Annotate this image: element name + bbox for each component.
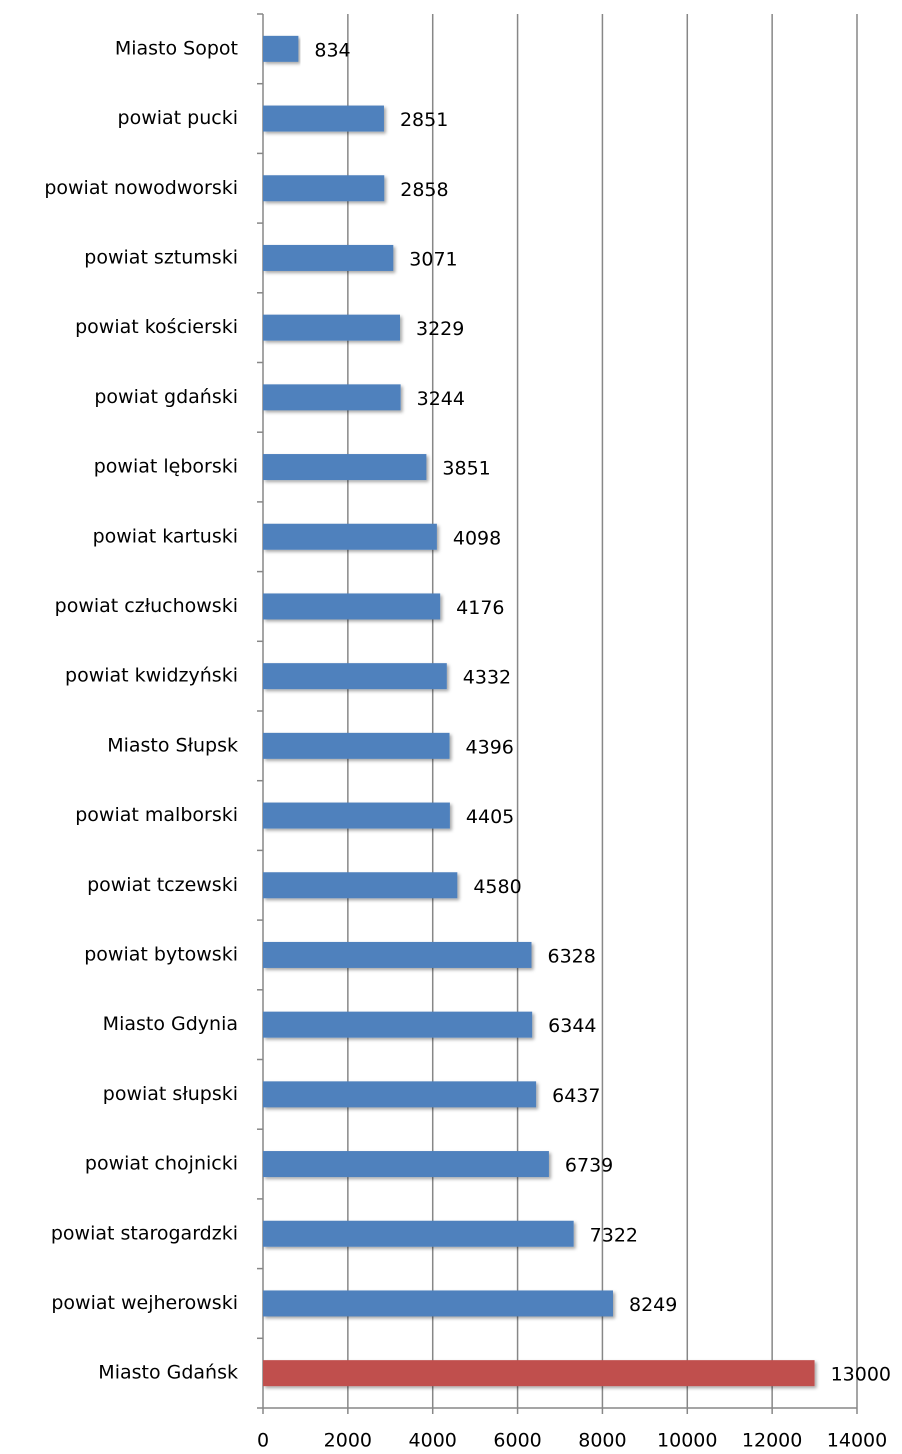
y-tick-label: powiat nowodworski [44,177,238,199]
y-tick-label: powiat starogardzki [51,1222,238,1244]
y-tick-label: Miasto Słupsk [107,734,238,756]
x-tick-label: 2000 [324,1430,372,1452]
data-label: 7322 [590,1224,638,1246]
bar [263,872,458,899]
data-label: 13000 [831,1364,891,1386]
data-label: 8249 [629,1294,677,1316]
y-tick-label: Miasto Gdynia [103,1013,238,1035]
y-tick-label: powiat kościerski [75,316,238,338]
x-tick-label: 14000 [827,1430,887,1452]
y-tick-label: powiat człuchowski [55,595,238,617]
bar [263,105,384,132]
data-label: 3851 [442,458,490,480]
bar [263,314,401,341]
data-label: 4405 [466,806,514,828]
data-label: 3244 [417,388,465,410]
bar [263,1290,613,1317]
y-tick-label: powiat malborski [75,804,238,826]
x-tick-label: 12000 [742,1430,802,1452]
bar [263,663,447,690]
bar [263,1081,537,1108]
x-tick-label: 10000 [657,1430,717,1452]
data-label: 6344 [548,1015,596,1037]
data-label: 3071 [409,248,457,270]
bar [263,35,299,62]
y-tick-label: powiat gdański [94,386,238,408]
data-label: 2858 [400,179,448,201]
data-label: 4176 [456,597,504,619]
data-label: 4396 [466,736,514,758]
y-tick-label: powiat bytowski [84,943,238,965]
data-label: 834 [314,39,350,61]
y-tick-label: powiat chojnicki [85,1153,238,1175]
data-label: 3229 [416,318,464,340]
y-tick-label: powiat słupski [103,1083,238,1105]
y-tick-label: powiat lęborski [94,456,238,478]
x-tick-label: 4000 [409,1430,457,1452]
bar [263,1360,815,1387]
bar [263,384,401,411]
y-tick-label: powiat wejherowski [51,1292,238,1314]
x-tick-label: 8000 [578,1430,626,1452]
bar [263,523,437,550]
y-tick-label: Miasto Sopot [115,37,238,59]
y-tick-label: Miasto Gdańsk [98,1362,238,1384]
data-label: 4580 [473,876,521,898]
data-label: 6328 [547,945,595,967]
bar [263,1011,533,1038]
bar [263,175,385,202]
data-label: 4332 [463,667,511,689]
bar [263,1151,549,1178]
bar [263,732,450,759]
data-label: 6739 [565,1155,613,1177]
data-label: 6437 [552,1085,600,1107]
bar [263,244,394,271]
data-label: 2851 [400,109,448,131]
y-tick-label: powiat pucki [118,107,238,129]
bar [263,1220,574,1247]
y-tick-label: powiat kartuski [93,525,238,547]
x-tick-label: 0 [257,1430,269,1452]
y-tick-label: powiat tczewski [87,874,238,896]
bar [263,593,441,620]
data-label: 4098 [453,527,501,549]
bar [263,941,532,968]
bar [263,802,450,829]
y-tick-label: powiat sztumski [84,246,238,268]
y-tick-label: powiat kwidzyński [65,665,238,687]
x-tick-label: 6000 [493,1430,541,1452]
bar [263,454,427,481]
